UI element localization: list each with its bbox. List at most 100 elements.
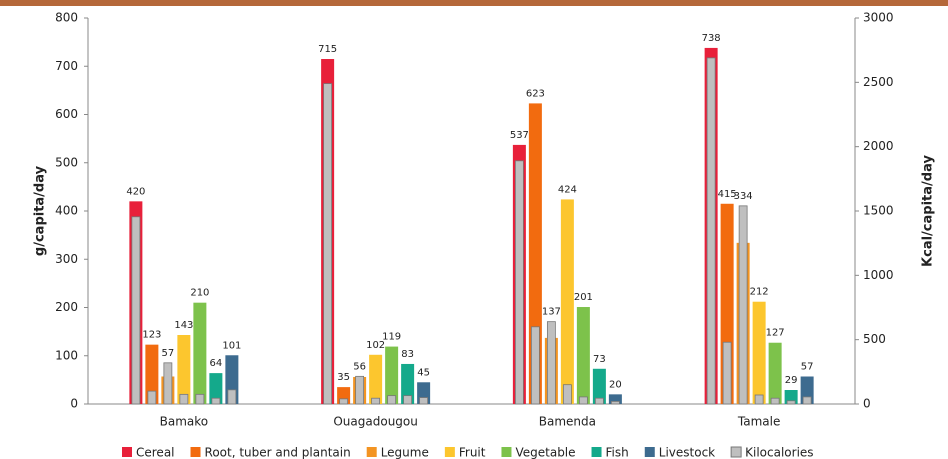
value-label: 201	[574, 292, 593, 303]
bar	[209, 373, 223, 404]
value-label: 119	[382, 332, 401, 343]
value-label: 20	[609, 379, 622, 390]
value-label: 29	[785, 375, 798, 386]
y-tick-label: 200	[55, 300, 78, 314]
y-tick-label: 100	[55, 348, 78, 362]
value-label: 715	[318, 44, 337, 55]
value-label: 57	[162, 348, 175, 359]
kcal-bar	[786, 400, 796, 405]
value-label: 137	[542, 307, 561, 318]
bar	[576, 307, 590, 404]
y2-tick-label: 0	[863, 397, 871, 411]
bar	[608, 394, 622, 404]
legend-swatch	[366, 447, 377, 457]
value-label: 537	[510, 130, 529, 141]
legend-swatch	[591, 447, 602, 457]
kcal-bar	[562, 384, 572, 405]
value-label: 738	[702, 33, 721, 44]
value-label: 334	[734, 191, 753, 202]
kcal-bar	[211, 397, 221, 405]
value-label: 56	[353, 361, 366, 372]
kcal-bar	[323, 83, 333, 405]
legend-swatch	[501, 447, 512, 457]
kcal-bar	[578, 396, 588, 405]
legend-label: Fruit	[459, 446, 486, 459]
value-label: 73	[593, 354, 606, 365]
kcal-bar	[179, 393, 189, 405]
y-tick-label: 500	[55, 155, 78, 169]
legend-label: Legume	[381, 446, 429, 459]
value-label: 212	[750, 287, 769, 298]
kcal-bar	[227, 389, 237, 405]
legend-label: Livestock	[659, 446, 715, 459]
kcal-bar	[754, 394, 764, 405]
y2-tick-label: 1000	[863, 268, 894, 282]
kcal-bar	[738, 205, 748, 405]
value-label: 35	[337, 372, 350, 383]
y2-tick-label: 2000	[863, 139, 894, 153]
bar	[369, 354, 383, 404]
value-label: 210	[190, 288, 209, 299]
value-label: 102	[366, 340, 385, 351]
bar	[145, 344, 159, 404]
kcal-bar	[546, 321, 556, 405]
kcal-bar	[594, 397, 604, 405]
value-label: 64	[210, 358, 223, 369]
value-label: 83	[401, 349, 414, 360]
kcal-bar	[706, 57, 716, 405]
y-tick-label: 600	[55, 107, 78, 121]
value-label: 143	[174, 320, 193, 331]
value-label: 420	[126, 186, 145, 197]
legend-label: Root, tuber and plantain	[205, 446, 351, 459]
y-tick-label: 300	[55, 252, 78, 266]
y2-tick-label: 3000	[863, 11, 894, 25]
legend-label: Fish	[606, 446, 629, 459]
kcal-bar	[770, 397, 780, 405]
bar	[592, 368, 606, 404]
kcal-bar	[163, 362, 173, 405]
decorative-strip	[0, 0, 948, 6]
legend-swatch	[444, 447, 455, 457]
bar	[193, 302, 207, 404]
kcal-bar	[195, 393, 205, 405]
y-tick-label: 700	[55, 59, 78, 73]
legend-label: Kilocalories	[745, 446, 813, 459]
legend-swatch	[122, 447, 132, 457]
kcal-bar	[403, 395, 413, 405]
kcal-bar	[131, 216, 141, 405]
value-label: 123	[142, 330, 161, 341]
kcal-bar	[722, 341, 732, 405]
y2-tick-label: 2500	[863, 75, 894, 89]
legend-swatch	[730, 446, 742, 458]
x-tick-label: Bamako	[160, 415, 209, 429]
value-label: 415	[718, 189, 737, 200]
x-tick-label: Bamenda	[539, 415, 596, 429]
kcal-bar	[355, 375, 365, 405]
bar	[752, 301, 766, 404]
value-label: 127	[766, 328, 785, 339]
y2-tick-label: 500	[863, 332, 886, 346]
kcal-bar	[610, 401, 620, 405]
legend-label: Cereal	[136, 446, 175, 459]
legend-swatch	[644, 447, 655, 457]
legend-swatch	[190, 447, 201, 457]
x-tick-label: Tamale	[737, 415, 780, 429]
value-label: 623	[526, 88, 545, 99]
kcal-bar	[147, 390, 157, 405]
bar	[401, 363, 415, 404]
kcal-bar	[339, 398, 349, 405]
bar	[177, 335, 191, 404]
kcal-bar	[514, 160, 524, 405]
kcal-bar	[387, 395, 397, 405]
y-tick-label: 800	[55, 11, 78, 25]
kcal-bar	[371, 397, 381, 405]
kcal-bar	[802, 396, 812, 405]
y-axis-label: g/capita/day	[33, 165, 48, 256]
y2-axis-label: Kcal/capita/day	[921, 155, 936, 267]
value-label: 424	[558, 184, 577, 195]
y-tick-label: 0	[70, 397, 78, 411]
kcal-bar	[419, 397, 429, 405]
bar	[560, 199, 574, 404]
x-tick-label: Ouagadougou	[333, 415, 418, 429]
